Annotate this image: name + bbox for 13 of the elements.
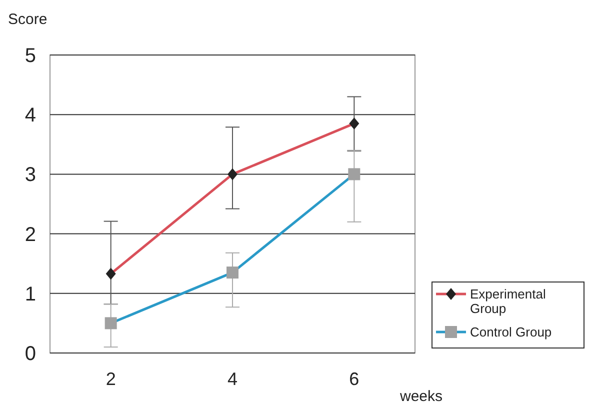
y-tick-label: 2 bbox=[24, 224, 36, 246]
y-axis-title: Score bbox=[8, 11, 48, 28]
y-tick-label: 5 bbox=[24, 45, 36, 67]
x-tick-label: 6 bbox=[349, 369, 360, 389]
y-tick-label: 1 bbox=[24, 283, 36, 306]
y-tick-label: 4 bbox=[24, 104, 36, 127]
x-tick-label: 2 bbox=[106, 369, 116, 389]
x-axis-title: weeks bbox=[399, 388, 443, 405]
x-tick-label: 4 bbox=[227, 369, 238, 389]
y-tick-label: 3 bbox=[24, 164, 36, 186]
y-tick-label: 0 bbox=[24, 343, 36, 365]
legend-label: Experimental Group bbox=[470, 286, 546, 316]
legend-label: Control Group bbox=[470, 324, 552, 340]
